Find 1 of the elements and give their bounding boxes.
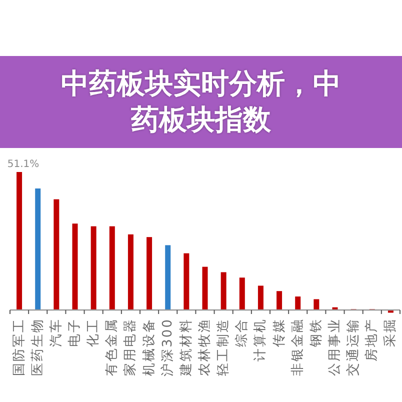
title: 中药板块实时分析，中药板块指数 — [60, 66, 342, 138]
